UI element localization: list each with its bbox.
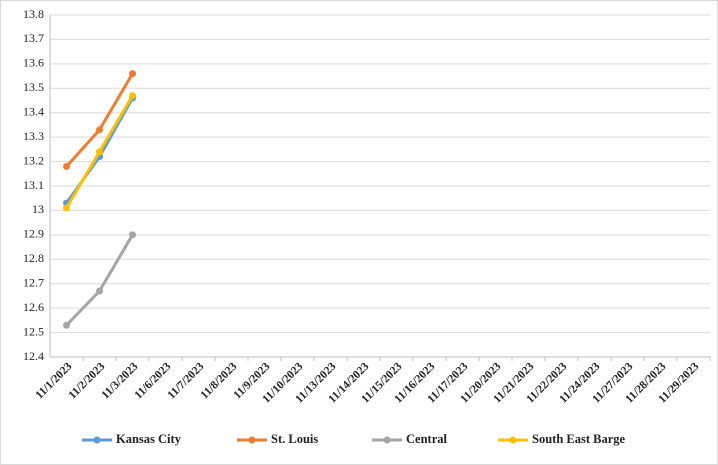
- legend-marker: [383, 436, 391, 444]
- y-tick-label: 12.9: [23, 227, 44, 241]
- data-point: [129, 92, 136, 100]
- y-tick-label: 13: [32, 202, 44, 216]
- legend-label: South East Barge: [532, 432, 626, 446]
- data-point: [129, 70, 136, 78]
- y-tick-label: 13.2: [23, 153, 44, 167]
- y-tick-label: 12.6: [23, 300, 44, 314]
- data-point: [96, 148, 103, 156]
- legend-marker: [509, 436, 517, 444]
- y-tick-label: 13.7: [23, 31, 44, 45]
- legend-marker: [248, 436, 256, 444]
- y-tick-label: 13.5: [23, 80, 44, 94]
- y-tick-label: 13.1: [23, 178, 44, 192]
- data-point: [129, 231, 136, 239]
- y-tick-label: 13.8: [23, 7, 44, 21]
- y-tick-label: 13.4: [23, 104, 44, 118]
- y-tick-label: 12.8: [23, 251, 44, 265]
- y-tick-label: 12.4: [23, 349, 44, 363]
- y-tick-label: 12.7: [23, 275, 44, 289]
- y-tick-label: 13.6: [23, 56, 44, 70]
- legend-label: Kansas City: [116, 432, 182, 446]
- data-point: [96, 287, 103, 295]
- data-point: [63, 321, 70, 329]
- data-point: [63, 204, 70, 212]
- data-point: [63, 162, 70, 170]
- legend-label: St. Louis: [271, 432, 318, 446]
- legend-marker: [93, 436, 101, 444]
- y-tick-label: 12.5: [23, 324, 44, 338]
- data-point: [96, 126, 103, 134]
- legend-label: Central: [406, 432, 447, 446]
- y-tick-label: 13.3: [23, 129, 44, 143]
